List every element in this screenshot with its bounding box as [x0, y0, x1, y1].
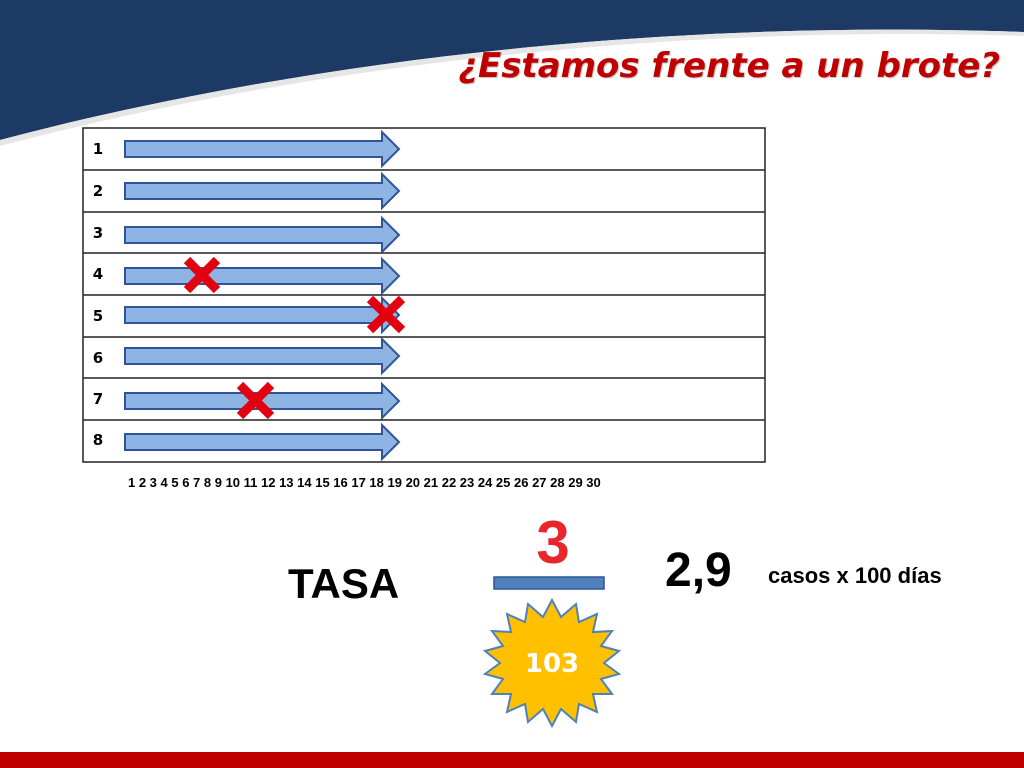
rate-unit: casos x 100 días [768, 563, 942, 588]
follow-up-arrow-8 [124, 422, 401, 462]
header-highlight [0, 29, 1024, 146]
rate-denominator: 103 [524, 649, 580, 679]
fraction-bar [493, 576, 605, 590]
follow-up-arrow-4 [124, 256, 401, 296]
bottom-bar [0, 752, 1024, 768]
row-number-4: 4 [92, 265, 104, 283]
timeline-table [82, 127, 766, 463]
header-banner [0, 0, 1024, 140]
follow-up-arrow-1 [124, 129, 401, 169]
rate-numerator: 3 [536, 509, 570, 576]
case-cross-icon-row-4 [183, 256, 221, 294]
case-cross-icon-row-5 [366, 295, 406, 334]
row-number-5: 5 [92, 307, 104, 325]
row-number-3: 3 [92, 224, 104, 242]
follow-up-arrow-3 [124, 215, 401, 255]
row-number-8: 8 [92, 431, 104, 449]
row-number-1: 1 [92, 140, 104, 158]
follow-up-arrow-2 [124, 171, 401, 211]
follow-up-arrow-5 [124, 295, 401, 335]
starburst-icon [482, 597, 622, 729]
row-number-2: 2 [92, 182, 104, 200]
follow-up-arrow-6 [124, 336, 401, 376]
slide-title: ¿Estamos frente a un brote? [458, 46, 1000, 86]
tasa-label: TASA [288, 560, 400, 607]
day-axis-labels: 1 2 3 4 5 6 7 8 9 10 11 12 13 14 15 16 1… [128, 475, 601, 490]
rate-result: 2,9 [665, 544, 732, 597]
case-cross-icon-row-7 [236, 381, 275, 420]
row-number-6: 6 [92, 349, 104, 367]
row-number-7: 7 [92, 390, 104, 408]
